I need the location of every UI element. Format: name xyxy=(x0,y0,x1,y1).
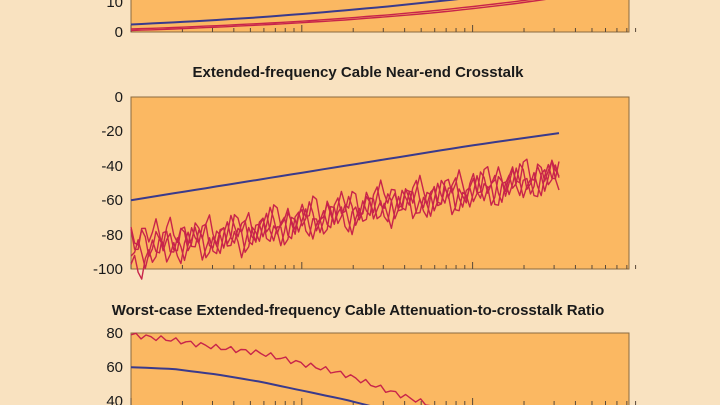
y-tick-label: 0 xyxy=(115,89,123,106)
panel-near-end-crosstalk: Extended-frequency Cable Near-end Crosst… xyxy=(93,64,637,280)
series-line-blue xyxy=(130,0,459,26)
y-tick-label: 40 xyxy=(106,393,123,405)
series-line-blue xyxy=(130,366,371,405)
plot-area-3 xyxy=(130,332,630,405)
series-line-red xyxy=(130,332,431,405)
panel-attenuation-crosstalk-ratio: Worst-case Extended-frequency Cable Atte… xyxy=(106,302,637,405)
y-tick-label: -80 xyxy=(101,227,123,244)
y-tick-label: -20 xyxy=(101,123,123,140)
panel-cable-attenuation: 10 0 xyxy=(106,0,637,41)
series-line-red xyxy=(130,160,560,261)
y-tick-label: -40 xyxy=(101,158,123,175)
series-line-red xyxy=(130,0,533,30)
y-tick-label: 10 xyxy=(106,0,123,11)
y-tick-label: -100 xyxy=(93,261,123,278)
y-tick-label: 0 xyxy=(115,24,123,41)
chart-title-2: Extended-frequency Cable Near-end Crosst… xyxy=(193,64,525,81)
series-line-red xyxy=(130,161,560,269)
y-tick-label: -60 xyxy=(101,192,123,209)
series-line-red xyxy=(130,0,547,32)
y-tick-label: 60 xyxy=(106,359,123,376)
series-line-blue xyxy=(130,132,560,202)
chart-title-3: Worst-case Extended-frequency Cable Atte… xyxy=(112,302,605,319)
y-tick-label: 80 xyxy=(106,325,123,342)
